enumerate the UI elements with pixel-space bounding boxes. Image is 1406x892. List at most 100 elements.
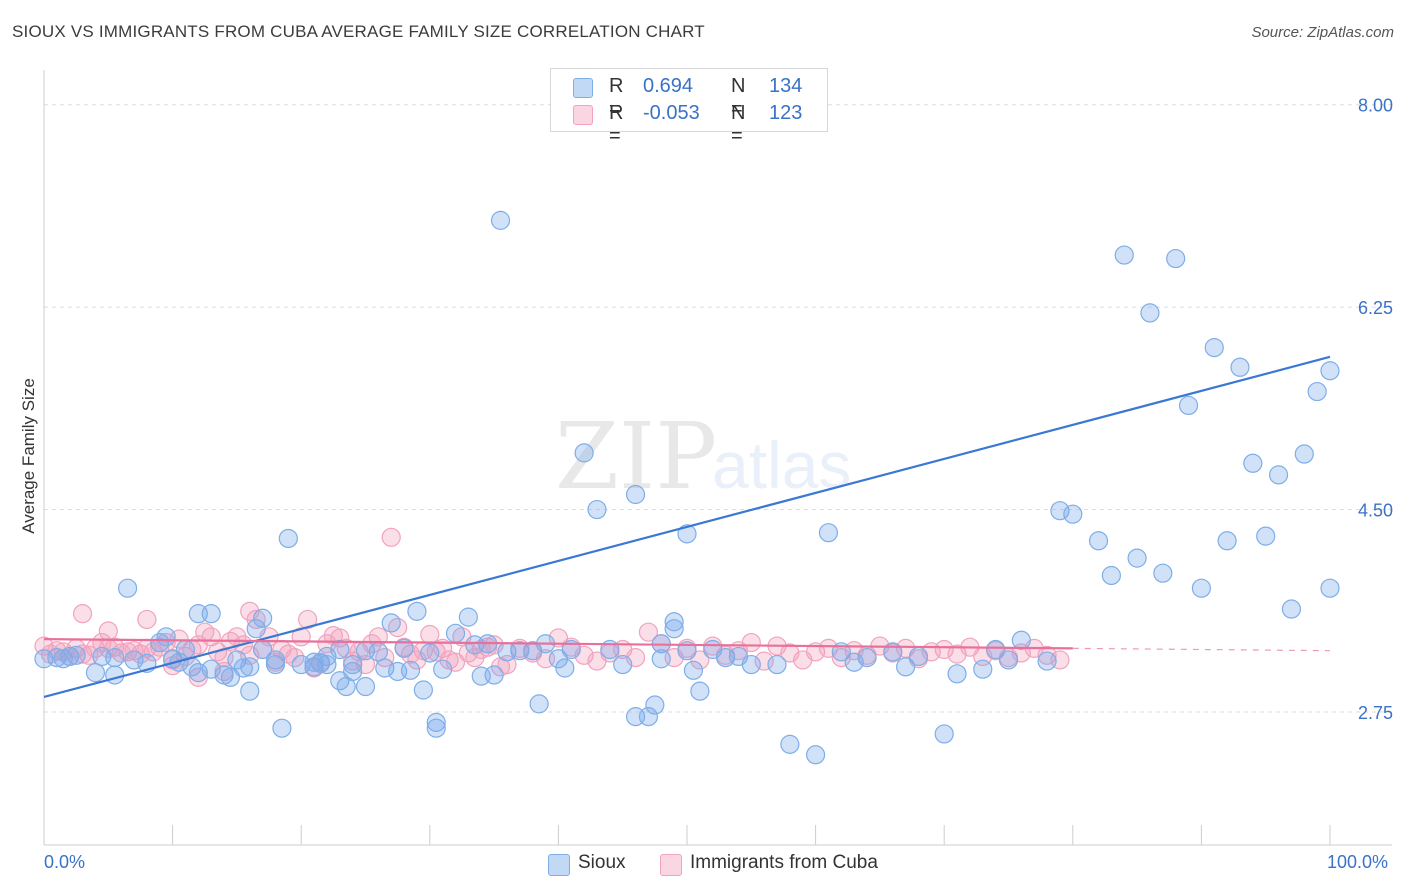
sioux-point [60,646,80,667]
sioux-point [343,661,363,682]
cuba-point [1037,645,1057,665]
sioux-point [484,665,504,685]
sioux-point [156,627,176,647]
legend-n-label: N = [731,75,746,120]
sioux-point [240,657,260,677]
legend-r-value: -0.053 [643,102,700,124]
sioux-point [844,652,864,672]
sioux-point [818,523,839,543]
legend-n-label: N = [731,102,746,147]
trend-lines [43,355,1331,699]
sioux-point [857,648,877,668]
chart-title: SIOUX VS IMMIGRANTS FROM CUBA AVERAGE FA… [12,22,705,41]
sioux-point [407,601,427,621]
sioux-point [265,654,286,675]
sioux-point [883,642,903,662]
cuba-point [690,650,710,670]
sioux-point [317,654,337,675]
sioux-point [574,443,594,463]
cuba-point [741,632,761,653]
sioux-point [741,654,761,675]
grid-lines [44,104,1392,713]
sioux-point [265,650,286,670]
sioux-point [355,676,376,697]
legend-r-label: R = [609,102,624,147]
sioux-point [343,654,363,675]
sioux-point [1127,548,1147,568]
legend-r-label: R = [609,75,624,120]
sioux-point [677,641,697,661]
y-tick-label: 2.75 [1358,703,1393,723]
sioux-point [413,680,433,700]
sioux-point [240,681,260,701]
sioux-point [1153,563,1173,583]
sioux-point [613,654,633,675]
sioux-point [638,707,659,727]
sioux-point [1320,361,1340,381]
series-sioux-points [34,210,1340,765]
sioux-point [548,649,569,669]
sioux-point [458,607,478,627]
sioux-point [780,734,800,754]
svg-text:ZIP: ZIP [555,403,717,510]
cuba-point [381,527,401,547]
sioux-point [105,648,125,668]
sioux-point [220,667,241,687]
sioux-point [767,654,787,675]
cuba-trend-line [43,638,1073,650]
sioux-point [1320,578,1340,598]
cuba-point [137,609,157,630]
legend-n-value: 134 [769,75,803,97]
cuba-point [298,609,318,630]
sioux-point [66,645,86,665]
y-tick-label: 6.25 [1358,298,1393,318]
sioux-point [175,639,196,660]
cuba-trend-extension [1072,647,1331,652]
sioux-point [1230,357,1250,377]
sioux-point [896,657,916,677]
sioux-point [947,664,967,684]
sioux-point [246,619,266,639]
sioux-point [1088,531,1109,551]
sioux-point [1256,526,1276,546]
sioux-point [1101,565,1121,586]
cuba-point [72,604,93,624]
sioux-point [1011,630,1031,650]
sioux-point [664,619,684,639]
sioux-point [1191,578,1212,598]
sioux-point [529,694,549,714]
sioux-point [253,608,273,628]
sioux-point [420,643,440,663]
sioux-point [555,658,575,678]
sioux-point [651,649,671,669]
series-cuba-points [34,527,1070,687]
y-axis-label: Average Family Size [19,378,38,534]
legend-n-value: 123 [769,102,803,124]
sioux-point [381,613,401,633]
y-tick-label: 8.00 [1358,96,1393,116]
sioux-point [400,660,421,680]
sioux-point [445,623,466,643]
sioux-point [330,639,350,660]
cuba-point [638,622,659,642]
legend-swatch-cuba [660,854,682,876]
sioux-point [426,718,446,738]
sioux-point [973,659,993,679]
sioux-point [561,639,581,660]
sioux-point [233,658,253,678]
sioux-point [117,578,138,598]
sioux-point [433,659,453,679]
legend-label-sioux: Sioux [578,852,626,873]
sioux-point [683,660,704,680]
sioux-point [1063,504,1083,524]
x-tick-label-max: 100.0% [1327,852,1389,872]
legend-label-cuba: Immigrants from Cuba [690,852,878,873]
sioux-point [1037,651,1057,671]
sioux-point [1178,395,1199,416]
sioux-point [934,724,954,744]
sioux-point [272,718,292,738]
sioux-point [986,639,1006,660]
cuba-point [98,621,118,641]
sioux-point [587,499,607,520]
